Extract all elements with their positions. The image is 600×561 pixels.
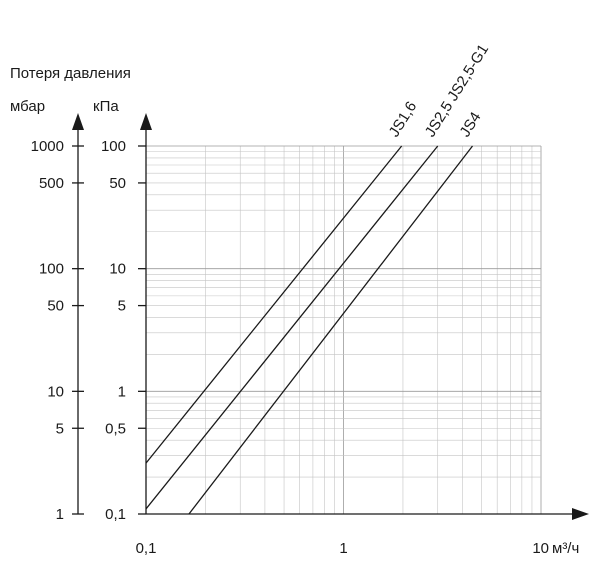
y-tick-label-mbar: 1000 xyxy=(31,138,64,155)
y-axis-mbar-label: мбар xyxy=(10,98,45,115)
y-tick-label-mbar: 500 xyxy=(39,175,64,192)
series-line-3 xyxy=(188,145,474,515)
axes xyxy=(72,113,589,520)
y-tick-label-kpa: 10 xyxy=(109,261,126,278)
x-axis-arrow xyxy=(572,508,589,520)
y-tick-label-kpa: 50 xyxy=(109,175,126,192)
y-axis-kpa-label: кПа xyxy=(93,98,119,115)
y-tick-label-kpa: 0,5 xyxy=(105,420,126,437)
series-line-1 xyxy=(145,145,403,464)
y-tick-label-kpa: 5 xyxy=(118,298,126,315)
x-axis-label: м³/ч xyxy=(552,540,579,557)
y-tick-label-mbar: 5 xyxy=(56,420,64,437)
chart-title: Потеря давления xyxy=(10,65,131,82)
grid xyxy=(145,145,542,515)
y-tick-label-mbar: 1 xyxy=(56,506,64,523)
y-axis-mbar-arrow xyxy=(72,113,84,130)
y-tick-label-kpa: 0,1 xyxy=(105,506,126,523)
x-tick-label: 1 xyxy=(339,540,347,557)
series-label-1: JS1,6 xyxy=(386,99,421,141)
series-label-2: JS2,5 JS2,5-G1 xyxy=(422,41,493,140)
x-tick-label: 10 xyxy=(532,540,549,557)
y-tick-label-kpa: 1 xyxy=(118,383,126,400)
y-tick-label-mbar: 10 xyxy=(47,383,64,400)
y-tick-label-kpa: 100 xyxy=(101,138,126,155)
series-lines xyxy=(145,145,474,515)
y-tick-label-mbar: 100 xyxy=(39,261,64,278)
series-label-3: JS4 xyxy=(456,109,484,140)
x-tick-label: 0,1 xyxy=(136,540,157,557)
y-axis-kpa-arrow xyxy=(140,113,152,130)
series-line-2 xyxy=(145,145,439,510)
y-tick-label-mbar: 50 xyxy=(47,298,64,315)
